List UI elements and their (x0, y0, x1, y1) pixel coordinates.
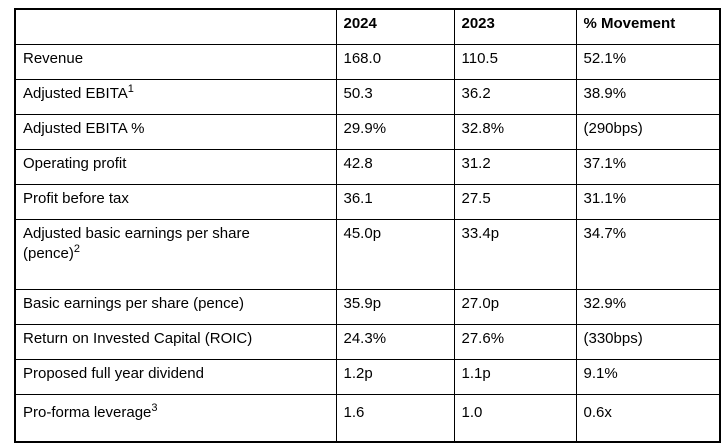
value-2023-cell: 27.5 (453, 183, 577, 220)
financial-results-table: 2024 2023 % Movement Revenue 168.0 110.5 52… (14, 8, 721, 443)
value-2024-cell: 36.1 (335, 183, 455, 220)
row-label-text: (pence) (23, 244, 74, 262)
value-2024-cell: 1.2p (335, 358, 455, 395)
value-2023-cell: 33.4p (453, 218, 577, 290)
value-movement-cell: (290bps) (575, 113, 721, 150)
value-2024-cell: 45.0p (335, 218, 455, 290)
row-label-cell: Adjusted basic earnings per share (pence)… (14, 218, 337, 290)
value-2023-cell: 1.1p (453, 358, 577, 395)
table-row: Pro-forma leverage3 1.6 1.0 0.6x (14, 393, 721, 443)
row-label-text: Proposed full year dividend (23, 364, 204, 382)
table-row: Revenue 168.0 110.5 52.1% (14, 43, 721, 80)
row-label-text: Return on Invested Capital (ROIC) (23, 329, 253, 347)
header-row: 2024 2023 % Movement (14, 8, 721, 45)
row-label-text: Operating profit (23, 154, 127, 172)
column-header-2023: 2023 (453, 8, 577, 45)
table-header: 2024 2023 % Movement (14, 8, 721, 45)
value-movement-cell: (330bps) (575, 323, 721, 360)
table-row: Adjusted EBITA1 50.3 36.2 38.9% (14, 78, 721, 115)
row-label-text: Adjusted basic earnings per share (23, 224, 250, 242)
value-2024-cell: 50.3 (335, 78, 455, 115)
table-row: Adjusted basic earnings per share (pence)… (14, 218, 721, 290)
row-label-text: Adjusted EBITA % (23, 119, 145, 137)
value-2024-cell: 42.8 (335, 148, 455, 185)
value-movement-cell: 37.1% (575, 148, 721, 185)
value-2023-cell: 110.5 (453, 43, 577, 80)
row-label-text: Basic earnings per share (pence) (23, 294, 244, 312)
value-2023-cell: 32.8% (453, 113, 577, 150)
value-2023-cell: 31.2 (453, 148, 577, 185)
table-row: Basic earnings per share (pence) 35.9p 27.… (14, 288, 721, 325)
value-movement-cell: 34.7% (575, 218, 721, 290)
table-row: Proposed full year dividend 1.2p 1.1p 9.1% (14, 358, 721, 395)
value-2024-cell: 168.0 (335, 43, 455, 80)
table-row: Adjusted EBITA % 29.9% 32.8% (290bps) (14, 113, 721, 150)
row-label-cell: Basic earnings per share (pence) (14, 288, 337, 325)
value-movement-cell: 38.9% (575, 78, 721, 115)
row-label-text: Pro-forma leverage (23, 403, 152, 421)
value-2023-cell: 27.0p (453, 288, 577, 325)
value-2024-cell: 35.9p (335, 288, 455, 325)
value-movement-cell: 52.1% (575, 43, 721, 80)
row-label-cell: Return on Invested Capital (ROIC) (14, 323, 337, 360)
column-header-movement: % Movement (575, 8, 721, 45)
row-label-cell: Profit before tax (14, 183, 337, 220)
footnote-superscript: 1 (127, 82, 134, 95)
row-label-cell: Adjusted EBITA1 (14, 78, 337, 115)
value-2023-cell: 36.2 (453, 78, 577, 115)
row-label-cell: Revenue (14, 43, 337, 80)
column-header-2024: 2024 (335, 8, 455, 45)
table-row: Profit before tax 36.1 27.5 31.1% (14, 183, 721, 220)
table-row: Operating profit 42.8 31.2 37.1% (14, 148, 721, 185)
row-label-cell: Pro-forma leverage3 (14, 393, 337, 443)
row-label-cell: Operating profit (14, 148, 337, 185)
column-header-metric (14, 8, 337, 45)
value-movement-cell: 31.1% (575, 183, 721, 220)
row-label-text: Revenue (23, 49, 84, 67)
row-label-cell: Proposed full year dividend (14, 358, 337, 395)
table-body: Revenue 168.0 110.5 52.1% Adjusted EBITA1 50.… (14, 43, 721, 443)
value-2023-cell: 27.6% (453, 323, 577, 360)
footnote-superscript: 2 (73, 242, 80, 255)
row-label-text: Profit before tax (23, 189, 129, 207)
value-movement-cell: 32.9% (575, 288, 721, 325)
row-label-cell: Adjusted EBITA % (14, 113, 337, 150)
value-2024-cell: 29.9% (335, 113, 455, 150)
value-movement-cell: 9.1% (575, 358, 721, 395)
value-2024-cell: 24.3% (335, 323, 455, 360)
value-2024-cell: 1.6 (335, 393, 455, 443)
row-label-text: Adjusted EBITA (23, 84, 128, 102)
value-2023-cell: 1.0 (453, 393, 577, 443)
footnote-superscript: 3 (151, 401, 158, 414)
value-movement-cell: 0.6x (575, 393, 721, 443)
table-row: Return on Invested Capital (ROIC) 24.3% 27… (14, 323, 721, 360)
